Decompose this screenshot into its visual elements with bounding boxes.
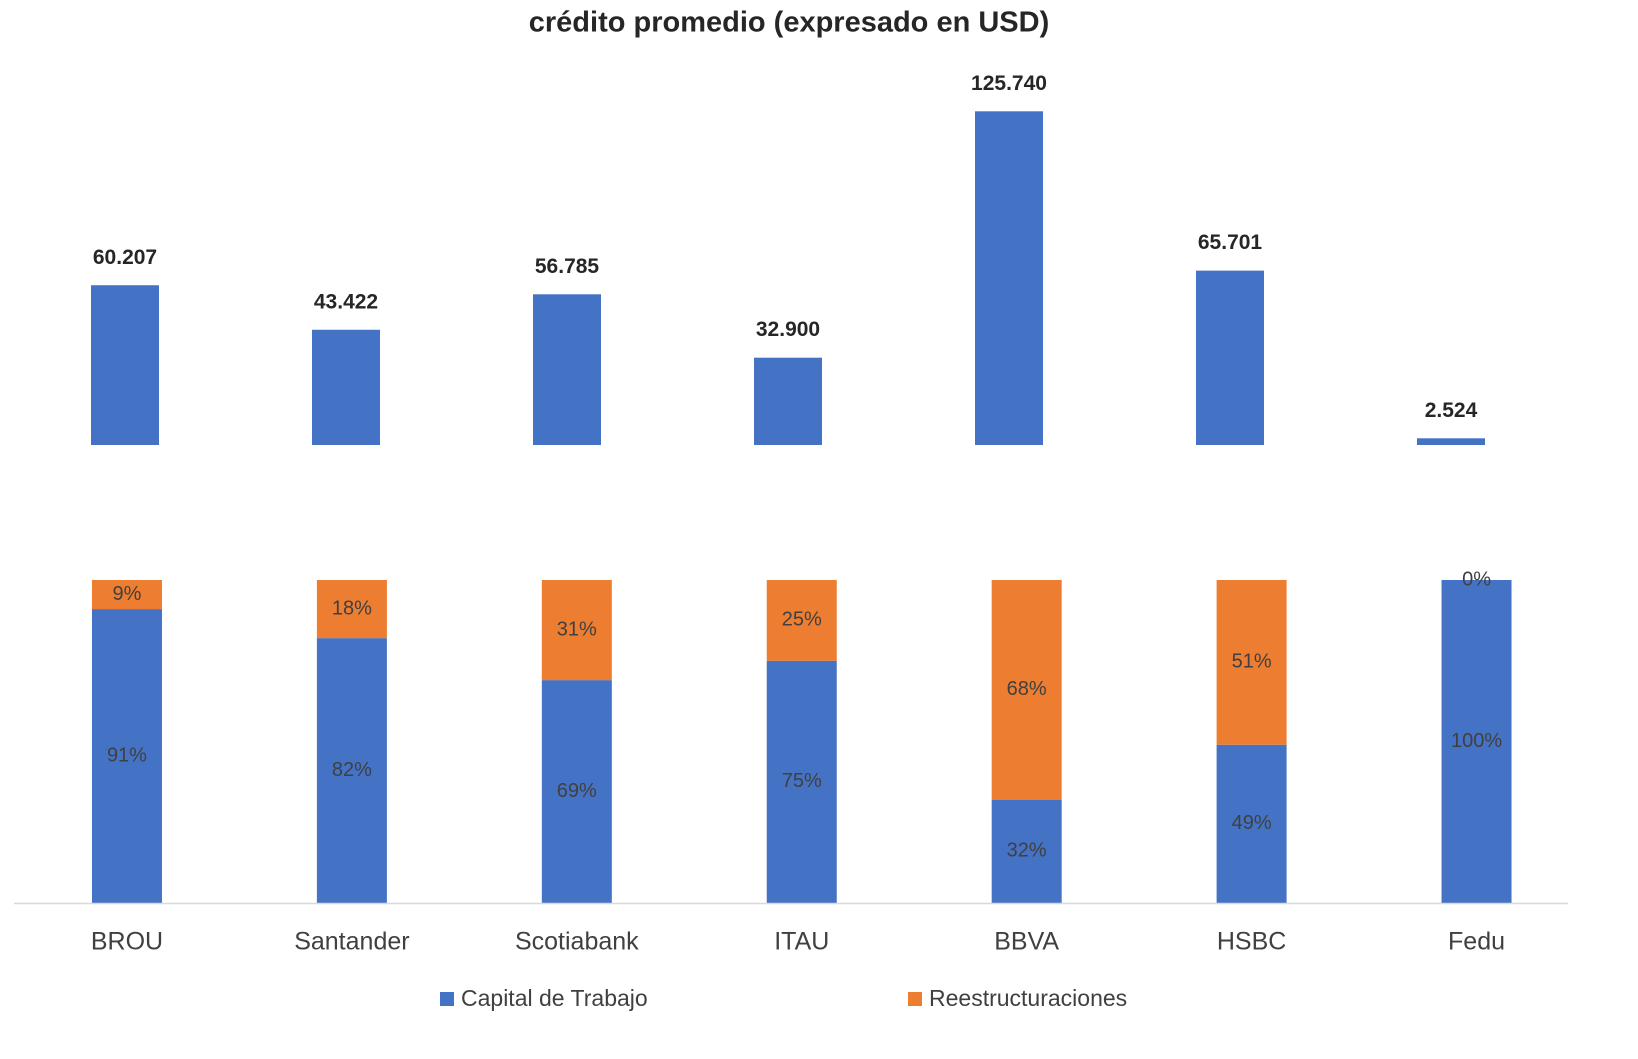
bar: [312, 329, 380, 445]
data-label: 32%: [1007, 840, 1047, 862]
data-label: 60.207: [93, 246, 157, 269]
data-label: 69%: [557, 780, 597, 802]
bar-segment: [541, 580, 612, 681]
bar-segment: [991, 799, 1062, 903]
data-label: 32.900: [756, 318, 820, 341]
x-tick-label: HSBC: [1217, 928, 1286, 956]
data-label: 68%: [1007, 678, 1047, 700]
bar-segment: [1441, 580, 1512, 903]
bar-segment: [541, 680, 612, 903]
bar-segment: [91, 580, 162, 610]
legend-swatch: [908, 992, 922, 1006]
bar: [975, 111, 1043, 445]
data-label: 9%: [113, 583, 142, 605]
data-label: 100%: [1451, 730, 1502, 752]
bar-segment: [316, 580, 387, 639]
data-label: 82%: [332, 759, 372, 781]
x-tick-label: Scotiabank: [515, 928, 639, 956]
data-label: 65.701: [1198, 231, 1263, 254]
bar: [754, 357, 822, 445]
bar-segment: [91, 609, 162, 903]
chart-title: crédito promedio (expresado en USD): [529, 7, 1050, 39]
x-tick-label: Santander: [294, 928, 409, 956]
data-label: 51%: [1232, 651, 1272, 673]
legend-swatch: [440, 992, 454, 1006]
bar: [1417, 438, 1485, 445]
x-tick-label: ITAU: [774, 928, 829, 956]
legend-label: Reestructuraciones: [929, 985, 1127, 1011]
bar-segment: [1216, 580, 1287, 745]
data-label: 56.785: [535, 255, 600, 278]
data-label: 2.524: [1425, 399, 1478, 422]
bar: [91, 285, 159, 445]
data-label: 75%: [782, 770, 822, 792]
data-label: 31%: [557, 618, 597, 640]
bar: [1196, 270, 1264, 445]
x-tick-label: Fedu: [1448, 928, 1505, 956]
bar: [533, 294, 601, 445]
data-label: 18%: [332, 597, 372, 619]
x-tick-label: BROU: [91, 928, 163, 956]
bar-segment: [1216, 744, 1287, 903]
bar-segment: [991, 580, 1062, 800]
data-label: 91%: [107, 744, 147, 766]
x-tick-label: BBVA: [994, 928, 1059, 956]
data-label: 49%: [1232, 812, 1272, 834]
bar-segment: [316, 638, 387, 903]
legend-label: Capital de Trabajo: [461, 985, 648, 1011]
data-label: 43.422: [314, 290, 378, 313]
data-label: 0%: [1462, 568, 1491, 590]
data-label: 125.740: [971, 72, 1047, 95]
bar-segment: [766, 580, 837, 661]
data-label: 25%: [782, 609, 822, 631]
bar-segment: [766, 660, 837, 903]
